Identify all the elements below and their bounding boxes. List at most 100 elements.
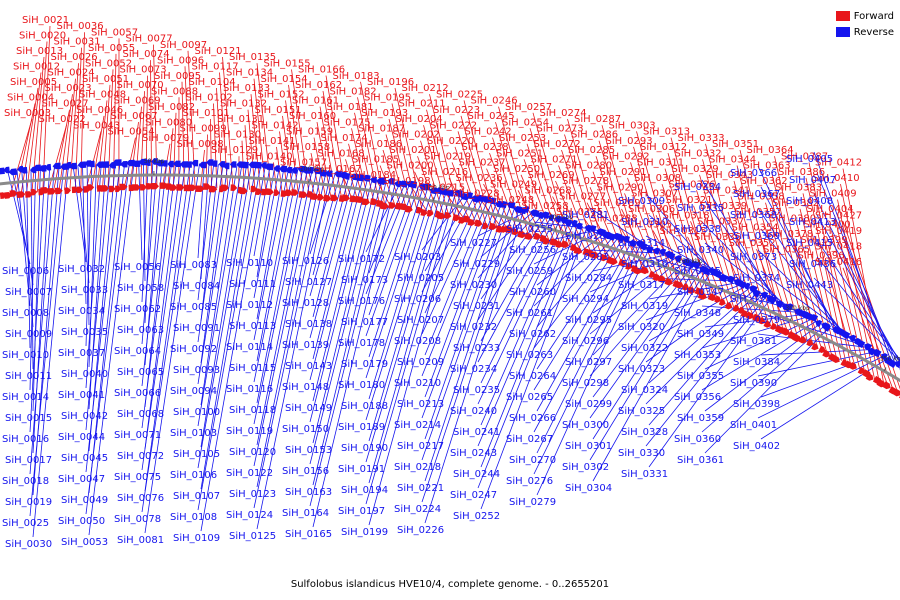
gene-label: SiH_0075 xyxy=(114,472,161,483)
gene-connector-line xyxy=(483,183,508,231)
gene-connector-line xyxy=(423,125,450,217)
gene-connector-line xyxy=(842,252,894,391)
gene-label: SiH_0255 xyxy=(506,224,553,235)
gene-label: SiH_0113 xyxy=(229,321,276,332)
gene-label: SiH_0064 xyxy=(114,346,161,357)
forward-gene-arrow xyxy=(608,257,618,265)
gene-label: SiH_0267 xyxy=(506,434,553,445)
reverse-gene-arrow xyxy=(815,320,823,328)
kbp-tick-label: 50 kbp xyxy=(144,158,165,165)
gene-label: SiH_0010 xyxy=(2,350,49,361)
gene-label: SiH_0160 xyxy=(289,111,336,122)
gene-label: SiH_0195 xyxy=(364,93,411,104)
gene-connector-line xyxy=(85,163,121,473)
gene-connector-line xyxy=(760,186,839,332)
gene-label: SiH_0044 xyxy=(58,432,105,443)
kbp-tick-label: 100 kbp xyxy=(300,166,325,173)
gene-label: SiH_0030 xyxy=(5,539,52,550)
gene-label: SiH_0142 xyxy=(252,120,299,131)
gene-label: SiH_0319 xyxy=(621,301,668,312)
gene-label: SiH_0118 xyxy=(229,405,276,416)
gene-label: SiH_0216 xyxy=(421,167,468,178)
kbp-tick-label: 200 kbp xyxy=(549,214,574,221)
gene-label: SiH_0364 xyxy=(747,145,794,156)
reverse-gene-arrow xyxy=(547,214,555,222)
gene-connector-line xyxy=(463,100,498,228)
reverse-gene-arrow xyxy=(895,360,900,368)
gene-connector-line xyxy=(704,318,813,370)
reverse-gene-arrow xyxy=(488,197,497,205)
gene-label: SiH_0312 xyxy=(640,142,687,153)
gene-connector-line xyxy=(702,159,745,313)
gene-label: SiH_0150 xyxy=(282,424,329,435)
gene-connector-line xyxy=(664,168,705,296)
gene-label: SiH_0168 xyxy=(318,148,365,159)
gene-label: SiH_0360 xyxy=(674,434,721,445)
reverse-gene-arrow xyxy=(881,353,888,361)
legend-reverse: Reverse xyxy=(835,24,894,40)
gene-label: SiH_0271 xyxy=(531,155,578,166)
gene-label: SiH_0237 xyxy=(459,158,506,169)
gene-connector-line xyxy=(760,228,847,337)
gene-connector-line xyxy=(216,87,223,189)
gene-connector-line xyxy=(598,140,639,270)
reverse-gene-arrow xyxy=(775,300,784,309)
gene-label: SiH_0401 xyxy=(730,420,777,431)
gene-label: SiH_0232 xyxy=(450,322,497,333)
gene-connector-line xyxy=(704,200,780,303)
forward-gene-arrow xyxy=(361,198,370,206)
gene-label: SiH_0228 xyxy=(453,189,500,200)
reverse-gene-arrow xyxy=(849,334,857,342)
gene-label: SiH_0085 xyxy=(170,302,217,313)
gene-label: SiH_0266 xyxy=(509,413,556,424)
gene-label: SiH_0284 xyxy=(565,273,612,284)
gene-label: SiH_0443 xyxy=(786,280,833,291)
gene-connector-line xyxy=(368,183,406,274)
gene-connector-line xyxy=(29,167,46,433)
gene-label: SiH_0084 xyxy=(173,281,220,292)
forward-gene-arrow xyxy=(273,189,280,196)
gene-label: SiH_0408 xyxy=(786,196,833,207)
reverse-gene-arrow xyxy=(867,347,876,356)
gene-connector-line xyxy=(757,333,867,348)
gene-connector-line xyxy=(309,178,373,423)
gene-connector-line xyxy=(365,184,410,295)
gene-label: SiH_0040 xyxy=(61,369,108,380)
reverse-gene-arrow xyxy=(435,187,445,195)
gene-label: SiH_0095 xyxy=(154,71,201,82)
gene-label: SiH_0272 xyxy=(534,139,581,150)
reverse-gene-arrow xyxy=(424,183,431,191)
gene-label: SiH_0006 xyxy=(2,266,49,277)
gene-connector-line xyxy=(143,163,146,282)
reverse-gene-track xyxy=(0,158,900,371)
reverse-gene-arrow xyxy=(617,235,625,243)
gene-label: SiH_0021 xyxy=(22,15,69,26)
gene-label: SiH_0175 xyxy=(324,117,371,128)
gene-label: SiH_0258 xyxy=(522,201,569,212)
reverse-gene-arrow xyxy=(52,162,61,170)
reverse-gene-arrow xyxy=(841,331,851,340)
gene-label: SiH_0252 xyxy=(453,511,500,522)
reverse-gene-arrow xyxy=(318,169,327,177)
forward-gene-arrow xyxy=(542,237,550,245)
forward-gene-arrow xyxy=(792,333,802,342)
gene-label: SiH_0285 xyxy=(568,145,615,156)
forward-gene-arrow xyxy=(170,184,178,191)
gene-label: SiH_0230 xyxy=(450,280,497,291)
gene-connector-line xyxy=(253,170,308,425)
gene-label: SiH_0058 xyxy=(117,283,164,294)
kbp-tick xyxy=(683,270,686,275)
gene-label: SiH_0326 xyxy=(669,179,716,190)
forward-gene-arrow xyxy=(467,218,476,226)
forward-gene-arrow xyxy=(255,188,263,195)
genome-caption: Sulfolobus islandicus HVE10/4, complete … xyxy=(290,579,610,590)
gene-label: SiH_0211 xyxy=(399,99,446,110)
gene-connector-line xyxy=(29,166,55,475)
reverse-gene-arrow xyxy=(803,312,813,321)
gene-label: SiH_0072 xyxy=(117,451,164,462)
kbp-tick xyxy=(432,197,435,202)
gene-label: SiH_0383 xyxy=(775,182,822,193)
gene-connector-line xyxy=(309,174,345,297)
genome-axis-arc xyxy=(0,173,900,383)
gene-label: SiH_0382 xyxy=(772,198,819,209)
